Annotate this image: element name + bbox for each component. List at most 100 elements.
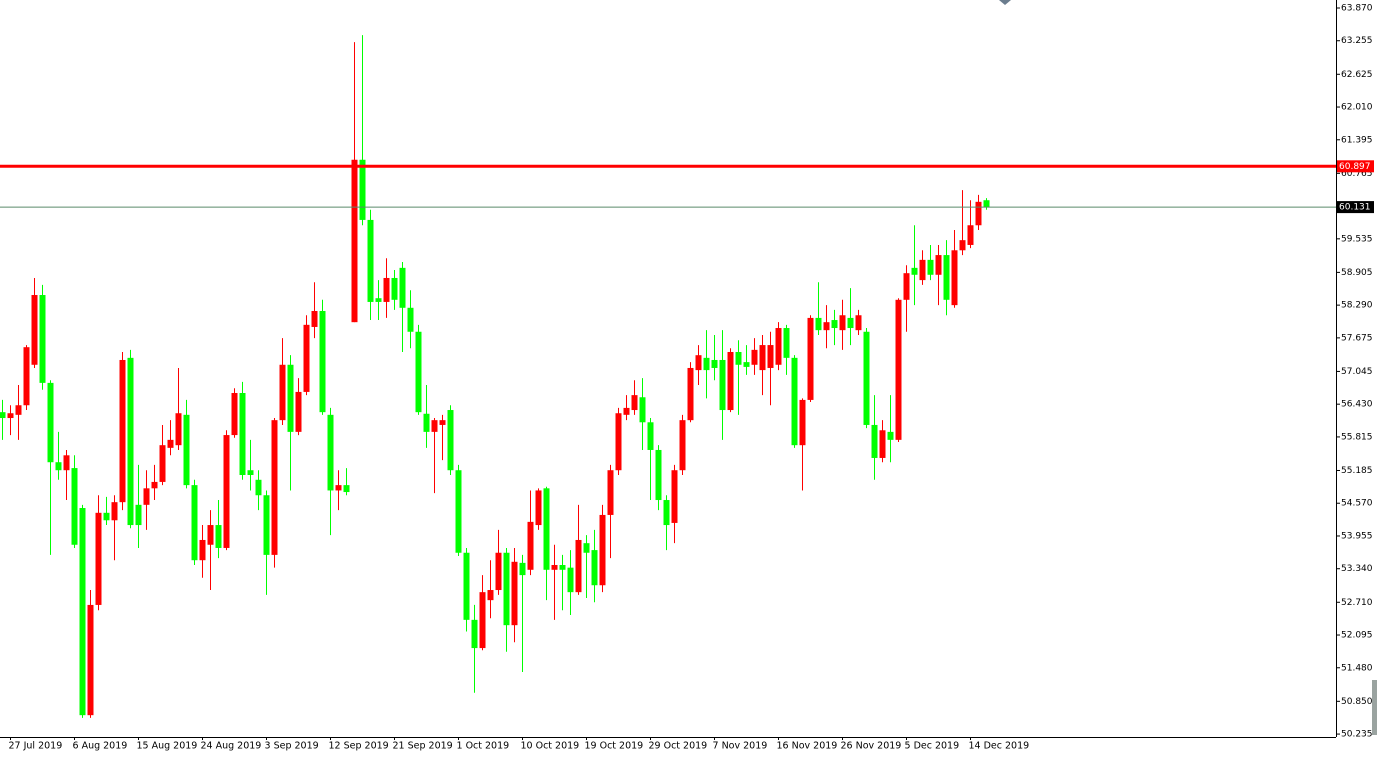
candle-body	[871, 424, 878, 458]
candle-body	[255, 479, 262, 496]
candle-body	[679, 420, 686, 471]
candle-body	[839, 315, 846, 331]
candle-body	[911, 267, 918, 275]
candle-body	[0, 412, 6, 419]
candle-body	[167, 439, 174, 448]
candle-body	[191, 485, 198, 561]
candle-body	[287, 364, 294, 432]
x-tick-label: 7 Nov 2019	[713, 741, 768, 752]
candle-body	[623, 407, 630, 415]
candle-body	[527, 521, 534, 570]
candle-body	[151, 481, 158, 489]
candle-body	[711, 359, 718, 368]
candle-body	[135, 504, 142, 526]
candle-body	[759, 345, 766, 371]
price-label: 60.897	[1339, 162, 1371, 172]
candle-body	[719, 359, 726, 411]
y-tick-label: 54.570	[1341, 499, 1373, 509]
candle-body	[775, 328, 782, 365]
candle-body	[463, 552, 470, 620]
candle-body	[951, 250, 958, 306]
candle-body	[295, 391, 302, 432]
candle-body	[431, 420, 438, 432]
candle-body	[511, 561, 518, 626]
candle-body	[303, 324, 310, 392]
candle-body	[767, 345, 774, 368]
candle-body	[575, 539, 582, 593]
candle-body	[927, 259, 934, 275]
candle-body	[223, 435, 230, 548]
candle-body	[127, 357, 134, 526]
candle-body	[815, 317, 822, 331]
y-tick-label: 55.815	[1341, 432, 1373, 442]
y-tick-label: 55.185	[1341, 466, 1373, 476]
candle-body	[791, 357, 798, 446]
candle-body	[71, 468, 78, 545]
y-tick-label: 58.905	[1341, 268, 1373, 278]
candle-body	[79, 508, 86, 716]
y-tick-label: 63.255	[1341, 36, 1373, 46]
y-tick-label: 50.850	[1341, 697, 1373, 707]
candle-body	[47, 382, 54, 463]
candle-body	[319, 310, 326, 413]
y-tick-label: 53.955	[1341, 531, 1373, 541]
candle-body	[583, 543, 590, 553]
candle-body	[519, 562, 526, 576]
y-tick-label: 57.675	[1341, 333, 1373, 343]
y-tick-label: 52.095	[1341, 631, 1373, 641]
candle-body	[559, 564, 566, 570]
candle-body	[959, 240, 966, 251]
candle-body	[847, 317, 854, 329]
candle-body	[671, 470, 678, 523]
candle-body	[351, 159, 358, 323]
candle-body	[831, 320, 838, 329]
x-tick-label: 1 Oct 2019	[457, 741, 510, 752]
y-tick-label: 53.340	[1341, 564, 1373, 574]
x-tick-label: 24 Aug 2019	[201, 741, 262, 752]
candle-body	[95, 512, 102, 605]
candle-body	[799, 399, 806, 446]
candle-body	[695, 355, 702, 371]
candle-body	[455, 470, 462, 553]
candle-body	[503, 552, 510, 626]
x-tick-label: 19 Oct 2019	[585, 741, 644, 752]
y-tick-label: 52.710	[1341, 598, 1373, 608]
candle-body	[399, 267, 406, 308]
candle-body	[367, 219, 374, 302]
x-tick-label: 6 Aug 2019	[73, 741, 128, 752]
candle-body	[479, 592, 486, 649]
candle-body	[615, 413, 622, 471]
candle-body	[231, 392, 238, 436]
candle-body	[215, 525, 222, 548]
y-tick-label: 57.045	[1341, 367, 1373, 377]
candle-body	[207, 525, 214, 545]
candle-body	[7, 413, 14, 419]
candle-body	[639, 397, 646, 423]
candle-body	[63, 455, 70, 471]
candle-body	[143, 488, 150, 505]
candle-body	[543, 488, 550, 570]
candle-body	[343, 485, 350, 493]
candle-body	[423, 413, 430, 432]
candle-body	[391, 277, 398, 300]
candle-body	[471, 619, 478, 649]
candle-body	[111, 502, 118, 521]
candle-body	[359, 159, 366, 220]
candle-body	[751, 349, 758, 365]
candle-body	[383, 277, 390, 302]
candle-body	[935, 255, 942, 275]
candle-body	[727, 351, 734, 411]
candle-body	[967, 225, 974, 245]
x-tick-label: 21 Sep 2019	[393, 741, 453, 752]
candle-body	[439, 420, 446, 425]
shift-marker	[999, 0, 1011, 5]
scale-widget	[1372, 680, 1377, 735]
candle-body	[647, 422, 654, 450]
candle-body	[591, 550, 598, 586]
x-tick-label: 26 Nov 2019	[841, 741, 902, 752]
x-tick-label: 15 Aug 2019	[137, 741, 198, 752]
candle-body	[887, 431, 894, 440]
candle-body	[495, 552, 502, 591]
x-tick-label: 14 Dec 2019	[969, 741, 1030, 752]
